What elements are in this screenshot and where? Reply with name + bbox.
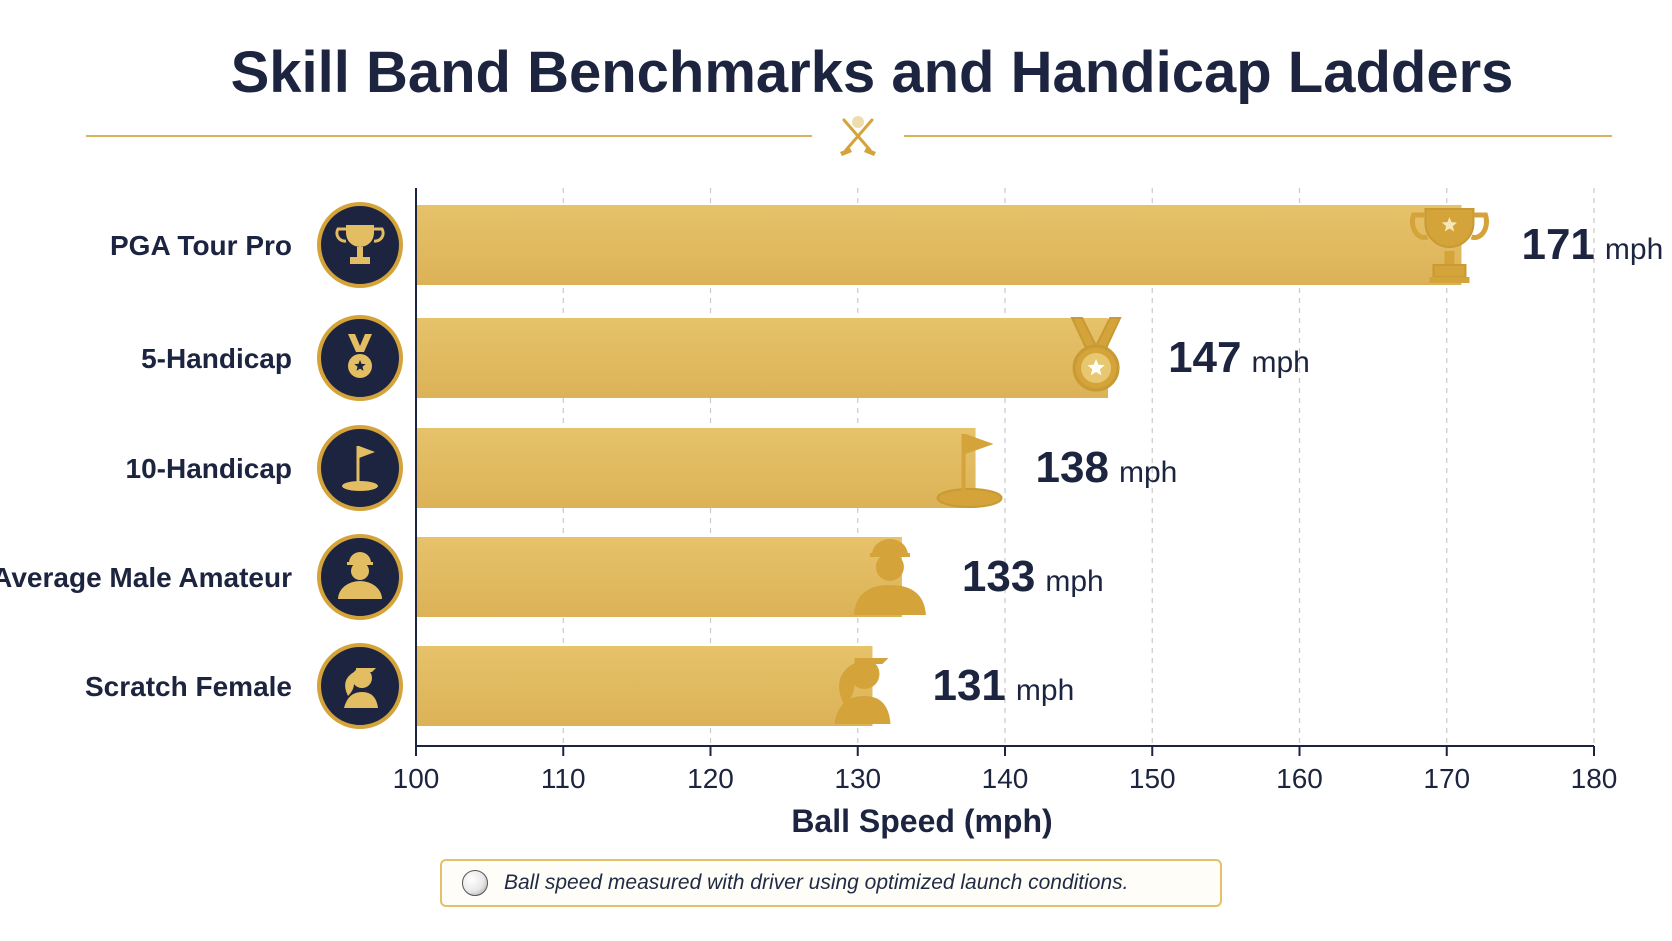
category-label: Average Male Amateur [0,562,292,593]
value-unit: mph [1016,674,1074,707]
x-tick-label: 100 [393,763,440,794]
medal-icon [348,334,372,378]
trophy-icon [1409,208,1490,283]
bar [416,205,1462,285]
trophy-icon [335,225,385,264]
category-label: Scratch Female [85,671,292,702]
category-badge [317,315,403,401]
x-tick-label: 130 [834,763,881,794]
footnote-box: Ball speed measured with driver using op… [440,859,1222,907]
x-tick-label: 140 [982,763,1029,794]
x-tick-label: 150 [1129,763,1176,794]
x-tick-label: 170 [1423,763,1470,794]
category-badge [317,643,403,729]
value-label: 131 mph [932,661,1074,710]
x-axis: 100 110 120 130 140 150 160 170 180 [393,188,1618,794]
female-golfer-icon [834,658,891,724]
category-label: 5-Handicap [141,343,292,374]
x-axis-label: Ball Speed (mph) [791,803,1052,839]
chart-title: Skill Band Benchmarks and Handicap Ladde… [231,40,1514,105]
bar [416,537,902,617]
golf-ball-icon [462,870,488,896]
category-labels: PGA Tour Pro 5-Handicap 10-Handicap Average… [0,202,403,729]
x-tick-label: 120 [687,763,734,794]
value-unit: mph [1119,456,1177,489]
category-label: PGA Tour Pro [110,230,292,261]
x-tick-label: 160 [1276,763,1323,794]
value-label: 171 mph [1521,220,1663,269]
male-golfer-icon [338,552,382,599]
flag-icon [342,446,378,491]
category-badge [317,534,403,620]
category-badge [317,202,403,288]
x-tick-label: 110 [541,763,586,794]
flag-icon [936,434,1003,508]
bar [416,318,1109,398]
value-label: 138 mph [1036,443,1178,492]
bar [416,428,976,508]
value-unit: mph [1605,233,1663,266]
category-label: 10-Handicap [126,453,293,484]
medal-icon [1070,317,1122,392]
value-label: 133 mph [962,552,1104,601]
male-golfer-icon [853,539,926,615]
bar [416,646,873,726]
value-unit: mph [1251,346,1309,379]
value-unit: mph [1045,565,1103,598]
female-golfer-icon [344,668,378,708]
category-badge [317,425,403,511]
value-label: 147 mph [1168,333,1310,382]
value-labels: 171 mph 147 mph 138 mph 133 mph 131 mph [932,220,1663,710]
footnote-text: Ball speed measured with driver using op… [504,871,1129,894]
title-divider [86,116,1612,156]
bars [416,205,1490,726]
x-tick-label: 180 [1571,763,1618,794]
crossed-clubs-icon [840,116,876,156]
